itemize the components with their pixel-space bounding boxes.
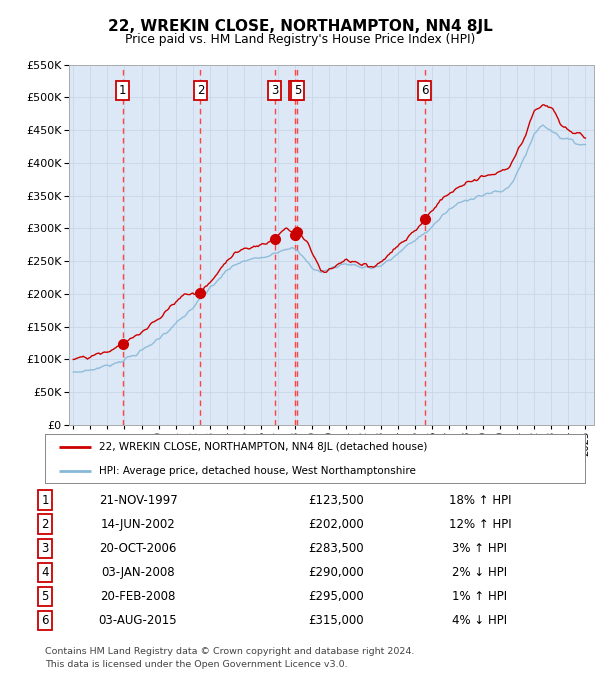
Text: 6: 6 xyxy=(41,614,49,627)
Text: HPI: Average price, detached house, West Northamptonshire: HPI: Average price, detached house, West… xyxy=(99,466,416,475)
Text: 20-FEB-2008: 20-FEB-2008 xyxy=(100,590,176,603)
Text: 1% ↑ HPI: 1% ↑ HPI xyxy=(452,590,508,603)
Text: 3: 3 xyxy=(41,542,49,555)
Text: 03-AUG-2015: 03-AUG-2015 xyxy=(98,614,178,627)
Text: 2: 2 xyxy=(197,84,204,97)
Text: 3% ↑ HPI: 3% ↑ HPI xyxy=(452,542,508,555)
Text: Price paid vs. HM Land Registry's House Price Index (HPI): Price paid vs. HM Land Registry's House … xyxy=(125,33,475,46)
Text: 3: 3 xyxy=(271,84,278,97)
Text: 22, WREKIN CLOSE, NORTHAMPTON, NN4 8JL: 22, WREKIN CLOSE, NORTHAMPTON, NN4 8JL xyxy=(107,19,493,34)
Text: 5: 5 xyxy=(294,84,301,97)
Text: 21-NOV-1997: 21-NOV-1997 xyxy=(98,494,178,507)
Text: 1: 1 xyxy=(41,494,49,507)
Text: 5: 5 xyxy=(41,590,49,603)
Text: £295,000: £295,000 xyxy=(308,590,364,603)
Text: 4: 4 xyxy=(41,566,49,579)
Text: 4% ↓ HPI: 4% ↓ HPI xyxy=(452,614,508,627)
Text: £315,000: £315,000 xyxy=(308,614,364,627)
Text: 6: 6 xyxy=(421,84,428,97)
Text: This data is licensed under the Open Government Licence v3.0.: This data is licensed under the Open Gov… xyxy=(45,660,347,668)
Text: 2% ↓ HPI: 2% ↓ HPI xyxy=(452,566,508,579)
Text: 03-JAN-2008: 03-JAN-2008 xyxy=(101,566,175,579)
Text: £283,500: £283,500 xyxy=(308,542,364,555)
Text: 12% ↑ HPI: 12% ↑ HPI xyxy=(449,517,511,531)
Text: £202,000: £202,000 xyxy=(308,517,364,531)
Text: 22, WREKIN CLOSE, NORTHAMPTON, NN4 8JL (detached house): 22, WREKIN CLOSE, NORTHAMPTON, NN4 8JL (… xyxy=(99,442,427,452)
Text: 14-JUN-2002: 14-JUN-2002 xyxy=(101,517,175,531)
Text: 1: 1 xyxy=(119,84,127,97)
Text: £290,000: £290,000 xyxy=(308,566,364,579)
Text: 18% ↑ HPI: 18% ↑ HPI xyxy=(449,494,511,507)
Text: £123,500: £123,500 xyxy=(308,494,364,507)
Text: Contains HM Land Registry data © Crown copyright and database right 2024.: Contains HM Land Registry data © Crown c… xyxy=(45,647,415,656)
Text: 20-OCT-2006: 20-OCT-2006 xyxy=(100,542,176,555)
Text: 2: 2 xyxy=(41,517,49,531)
Text: 4: 4 xyxy=(292,84,299,97)
